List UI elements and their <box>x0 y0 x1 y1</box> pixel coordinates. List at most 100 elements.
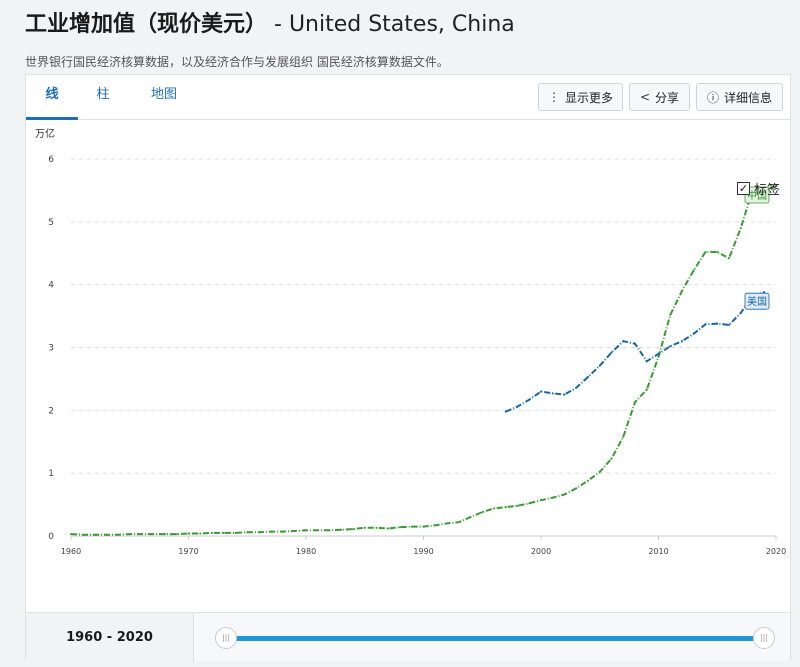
y-tick-label: 5 <box>48 218 54 228</box>
title-main: 工业增加值（现价美元） <box>25 12 268 37</box>
data-point <box>352 528 354 531</box>
data-point <box>528 398 531 401</box>
details-button[interactable]: ⓘ 详细信息 <box>696 83 783 111</box>
show-more-button[interactable]: ⋮ 显示更多 <box>538 83 623 111</box>
data-point <box>634 342 636 345</box>
y-tick-label: 1 <box>48 469 54 479</box>
share-label: 分享 <box>655 90 680 105</box>
data-point <box>457 521 460 524</box>
title-countries: - United States, China <box>267 12 515 37</box>
data-point <box>551 496 554 499</box>
year-range-label: 1960 - 2020 <box>26 613 194 662</box>
data-point <box>657 355 660 358</box>
data-point <box>117 533 119 536</box>
data-point <box>551 392 554 395</box>
data-point <box>434 524 437 527</box>
tab-line[interactable]: 线 <box>26 75 78 120</box>
tab-bar[interactable]: 柱 <box>96 87 110 102</box>
label-toggle[interactable]: ✓ 标签 <box>737 179 780 198</box>
details-label: 详细信息 <box>724 90 773 105</box>
data-point <box>540 390 542 393</box>
data-point <box>446 522 448 525</box>
data-point <box>516 504 519 507</box>
data-point <box>140 533 143 536</box>
data-point <box>622 340 625 343</box>
data-point <box>93 533 96 536</box>
data-point <box>234 531 237 534</box>
show-more-label: 显示更多 <box>564 90 613 105</box>
data-point <box>681 340 683 343</box>
data-point <box>739 311 742 314</box>
data-point <box>340 528 343 531</box>
data-point <box>728 257 730 260</box>
data-point <box>645 388 648 391</box>
chart-area: 万亿 0 1 2 3 4 5 6 1960 1970 1980 1990 2000 2010 2020 中国美… <box>26 121 790 611</box>
x-tick-label: 2020 <box>766 547 786 556</box>
data-point <box>211 531 213 534</box>
data-point <box>305 529 307 532</box>
y-tick-label: 4 <box>48 281 54 291</box>
data-point <box>716 250 719 253</box>
series-end-label: 美国 <box>747 295 767 308</box>
data-point <box>704 250 707 253</box>
share-button[interactable]: < 分享 <box>629 83 690 111</box>
data-point <box>316 529 319 532</box>
data-point <box>387 527 390 530</box>
data-point <box>399 526 401 529</box>
data-point <box>739 227 742 230</box>
data-point <box>328 529 331 532</box>
share-icon: < <box>639 90 651 104</box>
series-line <box>70 185 777 536</box>
data-point <box>258 531 260 534</box>
slider-end-handle[interactable]: ||| <box>753 627 775 649</box>
data-point <box>692 269 695 272</box>
series-end-label-box <box>744 292 770 310</box>
y-tick-label: 3 <box>48 344 54 354</box>
data-point <box>704 323 707 326</box>
data-point <box>763 291 766 294</box>
data-point <box>105 533 108 536</box>
data-point <box>222 531 225 534</box>
line-chart: 万亿 0 1 2 3 4 5 6 1960 1970 1980 1990 2000 2010 2020 中国美… <box>35 127 786 556</box>
y-tick-label: 0 <box>48 532 54 542</box>
data-point <box>363 526 366 529</box>
data-point <box>493 507 495 510</box>
data-point <box>516 405 519 408</box>
data-point <box>504 410 507 413</box>
tab-map[interactable]: 地图 <box>150 87 177 102</box>
data-point <box>575 487 578 490</box>
y-tick-label: 6 <box>48 155 54 165</box>
x-tick-label: 2010 <box>648 547 668 556</box>
data-point <box>246 531 249 534</box>
range-slider-track[interactable] <box>226 636 764 641</box>
time-range-footer: 1960 - 2020 ||| ||| <box>26 612 790 662</box>
vertical-dots-icon: ⋮ <box>547 90 560 104</box>
source-note: 世界银行国民经济核算数据，以及经济合作与发展组织 国民经济核算数据文件。 <box>25 55 449 69</box>
data-point <box>716 322 719 325</box>
slider-start-handle[interactable]: ||| <box>215 627 237 649</box>
data-point <box>669 345 672 348</box>
label-checkbox[interactable]: ✓ <box>737 182 750 195</box>
y-tick-label: 2 <box>48 406 54 416</box>
data-point <box>481 511 484 514</box>
info-icon: ⓘ <box>706 90 719 105</box>
chart-tabs: 线 柱 地图 ⋮ 显示更多 < 分享 ⓘ 详细信息 <box>26 75 790 120</box>
label-toggle-text: 标签 <box>754 183 781 198</box>
data-point <box>681 289 683 292</box>
data-point <box>692 332 695 335</box>
data-point <box>422 525 425 528</box>
data-point <box>563 393 566 396</box>
data-point <box>634 401 636 404</box>
data-point <box>199 532 202 535</box>
data-point <box>128 533 131 536</box>
data-point <box>164 533 166 536</box>
data-point <box>598 364 601 367</box>
series-end-label: 中国 <box>747 189 767 202</box>
x-tick-label: 1960 <box>61 547 81 556</box>
data-point <box>175 533 178 536</box>
data-point <box>293 529 296 532</box>
x-tick-label: 1990 <box>413 547 433 556</box>
data-point <box>622 435 625 438</box>
data-point <box>610 457 613 460</box>
data-point <box>152 533 155 536</box>
